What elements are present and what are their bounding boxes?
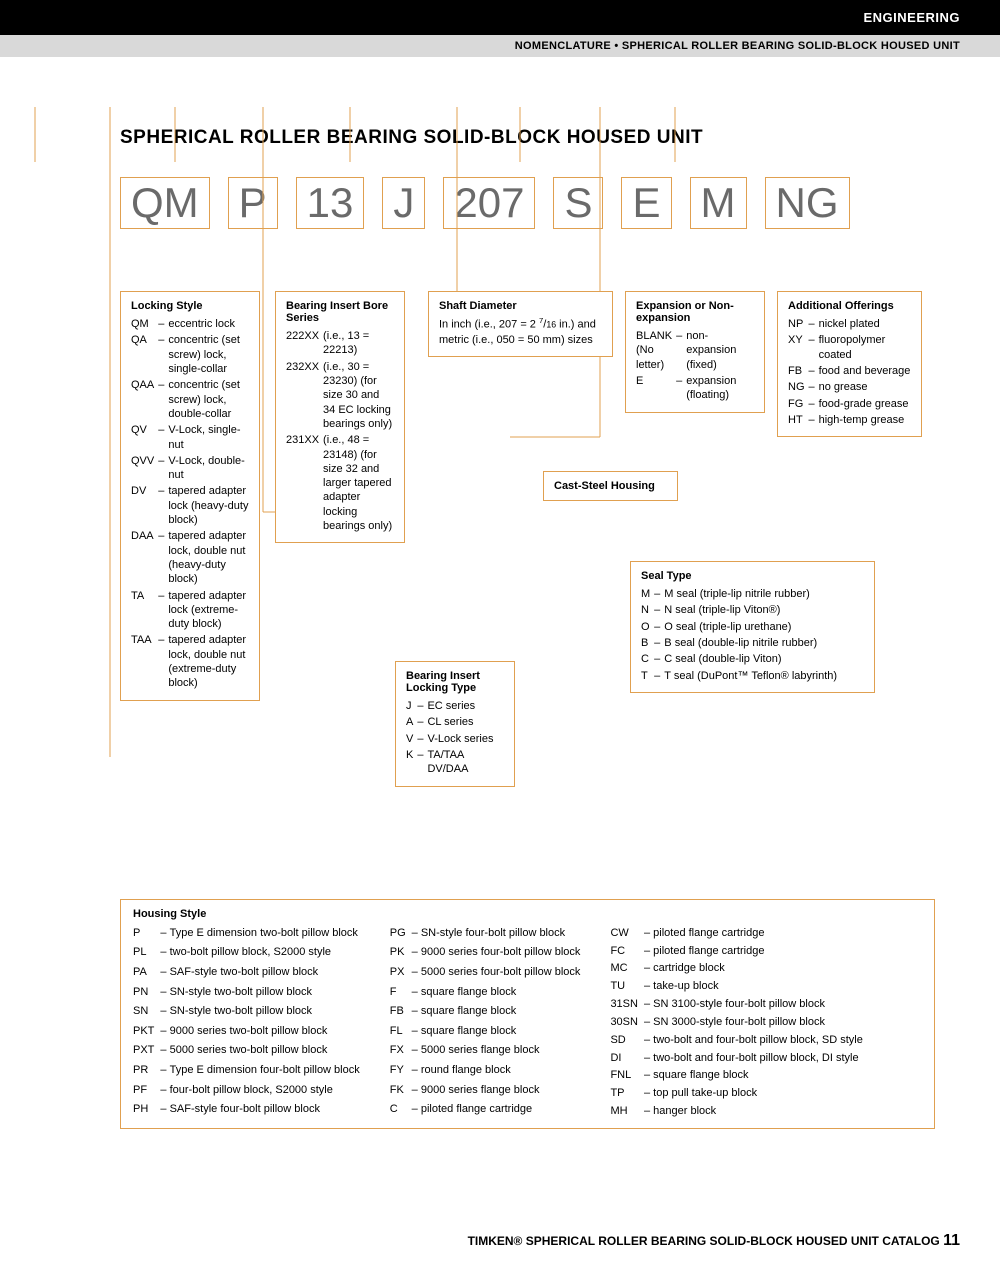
seal-type-title: Seal Type	[641, 570, 864, 582]
header-category: ENGINEERING	[863, 10, 960, 25]
code-ng: NG	[765, 177, 850, 229]
housing-style-title: Housing Style	[133, 908, 922, 920]
additional-table: NP–nickel plated XY–fluoropolymer coated…	[788, 316, 911, 428]
cast-steel-box: Cast-Steel Housing	[543, 471, 678, 501]
shaft-diameter-box: Shaft Diameter In inch (i.e., 207 = 2 7/…	[428, 291, 613, 356]
code-j: J	[382, 177, 425, 229]
locking-style-title: Locking Style	[131, 300, 249, 312]
expansion-box: Expansion or Non-expansion BLANK(Nolette…	[625, 291, 765, 412]
locking-type-box: Bearing Insert Locking Type J–EC series …	[395, 661, 515, 786]
cast-steel-title: Cast-Steel Housing	[554, 480, 667, 492]
housing-style-box: Housing Style P– Type E dimension two-bo…	[120, 899, 935, 1129]
shaft-diameter-text: In inch (i.e., 207 = 2 7/16 in.) and met…	[439, 316, 602, 347]
footer-page-number: 11	[943, 1232, 960, 1249]
housing-columns: P– Type E dimension two-bolt pillow bloc…	[133, 924, 922, 1120]
seal-type-table: M–M seal (triple-lip nitrile rubber) N–N…	[641, 586, 837, 684]
code-m: M	[690, 177, 747, 229]
bore-series-title: Bearing Insert Bore Series	[286, 300, 394, 324]
code-p: P	[228, 177, 278, 229]
code-13: 13	[296, 177, 365, 229]
header-category-bar: ENGINEERING	[0, 0, 1000, 35]
page-title: SPHERICAL ROLLER BEARING SOLID-BLOCK HOU…	[120, 127, 935, 149]
page-content: SPHERICAL ROLLER BEARING SOLID-BLOCK HOU…	[0, 57, 1000, 1129]
housing-col2: PG– SN-style four-bolt pillow block PK– …	[390, 924, 581, 1120]
additional-box: Additional Offerings NP–nickel plated XY…	[777, 291, 922, 437]
bore-series-table: 222XX(i.e., 13 = 22213) 232XX(i.e., 30 =…	[286, 328, 394, 534]
additional-title: Additional Offerings	[788, 300, 911, 312]
locking-style-table: QM–eccentric lock QA–concentric (set scr…	[131, 316, 249, 691]
expansion-title: Expansion or Non-expansion	[636, 300, 754, 324]
code-s: S	[553, 177, 603, 229]
housing-col1: P– Type E dimension two-bolt pillow bloc…	[133, 924, 360, 1120]
shaft-diameter-title: Shaft Diameter	[439, 300, 602, 312]
locking-type-title: Bearing Insert Locking Type	[406, 670, 504, 694]
page-footer: TIMKEN® SPHERICAL ROLLER BEARING SOLID-B…	[468, 1232, 960, 1250]
code-e: E	[621, 177, 671, 229]
header-subheading: NOMENCLATURE • SPHERICAL ROLLER BEARING …	[515, 40, 960, 52]
expansion-table: BLANK(Noletter)–non-expansion (fixed) E–…	[636, 328, 754, 403]
locking-style-box: Locking Style QM–eccentric lock QA–conce…	[120, 291, 260, 700]
code-qm: QM	[120, 177, 210, 229]
nomenclature-code-row: QM P 13 J 207 S E M NG	[120, 177, 935, 229]
footer-text: TIMKEN® SPHERICAL ROLLER BEARING SOLID-B…	[468, 1234, 940, 1248]
seal-type-box: Seal Type M–M seal (triple-lip nitrile r…	[630, 561, 875, 693]
housing-col3: CW– piloted flange cartridge FC– piloted…	[610, 924, 862, 1120]
code-207: 207	[443, 177, 535, 229]
header-subheading-bar: NOMENCLATURE • SPHERICAL ROLLER BEARING …	[0, 35, 1000, 57]
bore-series-box: Bearing Insert Bore Series 222XX(i.e., 1…	[275, 291, 405, 543]
locking-type-table: J–EC series A–CL series V–V-Lock series …	[406, 698, 504, 777]
